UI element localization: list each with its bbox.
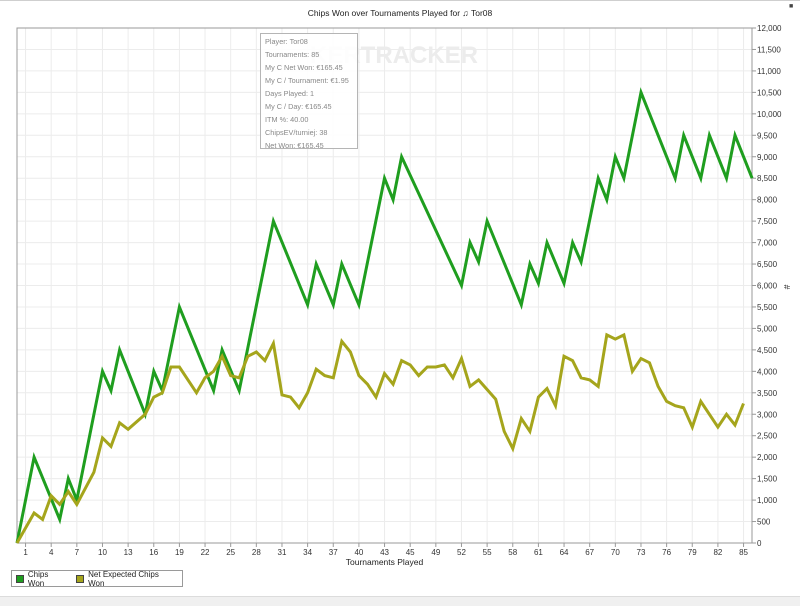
x-tick-label: 73 bbox=[637, 548, 646, 557]
y-tick-label: 1,500 bbox=[757, 475, 778, 484]
y-tick-label: 8,500 bbox=[757, 174, 778, 183]
x-tick-label: 55 bbox=[483, 548, 492, 557]
x-tick-label: 64 bbox=[560, 548, 569, 557]
x-tick-label: 85 bbox=[739, 548, 748, 557]
y-tick-label: 3,500 bbox=[757, 389, 778, 398]
tooltip-line: Days Played: 1 bbox=[265, 89, 315, 98]
window-bottom-bar bbox=[0, 596, 800, 606]
x-tick-label: 28 bbox=[252, 548, 261, 557]
chart-legend: Chips Won Net Expected Chips Won bbox=[11, 570, 183, 588]
x-tick-label: 82 bbox=[713, 548, 722, 557]
x-tick-label: 37 bbox=[329, 548, 338, 557]
x-tick-label: 76 bbox=[662, 548, 671, 557]
y-tick-label: 4,500 bbox=[757, 346, 778, 355]
y-tick-label: 4,000 bbox=[757, 367, 778, 376]
y-axis-ticks: 0 500 1,000 1,500 2,000 2,500 3,000 3,500 4,000 4… bbox=[752, 24, 782, 548]
tooltip-line: Player: Tor08 bbox=[265, 37, 308, 46]
x-tick-label: 40 bbox=[354, 548, 363, 557]
y-tick-label: 12,000 bbox=[757, 24, 782, 33]
window-corner-icon: ■ bbox=[789, 3, 794, 10]
x-tick-label: 34 bbox=[303, 548, 312, 557]
y-tick-label: 3,000 bbox=[757, 410, 778, 419]
player-stats-tooltip: Player: Tor08 Tournaments: 85 My C Net W… bbox=[260, 33, 358, 150]
y-tick-label: 9,500 bbox=[757, 131, 778, 140]
y-tick-label: 11,000 bbox=[757, 67, 781, 76]
chart-title: Chips Won over Tournaments Played for ♫ … bbox=[307, 8, 493, 18]
y-tick-label: 7,500 bbox=[757, 217, 778, 226]
x-tick-label: 10 bbox=[98, 548, 107, 557]
legend-item-chips-won[interactable]: Chips Won bbox=[16, 570, 66, 588]
x-tick-label: 61 bbox=[534, 548, 543, 557]
y-tick-label: 0 bbox=[757, 539, 762, 548]
legend-label: Net Expected Chips Won bbox=[88, 569, 159, 588]
y-tick-label: 500 bbox=[757, 518, 771, 527]
x-tick-label: 16 bbox=[149, 548, 158, 557]
tooltip-line: ChipsEV/turniej: 38 bbox=[265, 128, 328, 137]
y-tick-label: 11,500 bbox=[757, 45, 781, 54]
window-top-border bbox=[0, 0, 800, 1]
y-tick-label: 9,000 bbox=[757, 153, 778, 162]
x-tick-label: 67 bbox=[585, 548, 594, 557]
x-tick-label: 22 bbox=[201, 548, 210, 557]
tooltip-line: My C Net Won: €165.45 bbox=[265, 63, 343, 72]
legend-swatch-green bbox=[16, 574, 24, 583]
tooltip-line: My C / Tournament: €1.95 bbox=[265, 76, 349, 85]
tooltip-line: My C / Day: €165.45 bbox=[265, 102, 332, 111]
x-axis-label: Tournaments Played bbox=[346, 557, 424, 567]
legend-label: Chips Won bbox=[27, 569, 49, 588]
tooltip-line: ITM %: 40.00 bbox=[265, 115, 309, 124]
legend-swatch-olive bbox=[76, 574, 85, 583]
tooltip-line: Net Won: €165.45 bbox=[265, 141, 324, 150]
tooltip-line: Tournaments: 85 bbox=[265, 50, 320, 59]
y-tick-label: 1,000 bbox=[757, 496, 778, 505]
legend-item-net-expected[interactable]: Net Expected Chips Won bbox=[76, 570, 176, 588]
series-line-chips-won bbox=[15, 87, 754, 544]
y-tick-label: 7,000 bbox=[757, 239, 778, 248]
y-tick-label: 6,500 bbox=[757, 260, 778, 269]
x-tick-label: 19 bbox=[175, 548, 184, 557]
x-tick-label: 45 bbox=[406, 548, 415, 557]
x-tick-label: 70 bbox=[611, 548, 620, 557]
x-tick-label: 1 bbox=[23, 548, 28, 557]
y-tick-label: 10,000 bbox=[757, 110, 782, 119]
y-tick-label: 8,000 bbox=[757, 196, 778, 205]
x-tick-label: 52 bbox=[457, 548, 466, 557]
y-tick-label: 2,000 bbox=[757, 453, 778, 462]
y-tick-label: 5,500 bbox=[757, 303, 778, 312]
chart-grid bbox=[17, 27, 752, 544]
y-tick-label: 10,500 bbox=[757, 88, 782, 97]
y-axis-label: # bbox=[782, 285, 792, 290]
x-tick-label: 79 bbox=[688, 548, 697, 557]
x-tick-label: 13 bbox=[124, 548, 133, 557]
x-tick-label: 58 bbox=[508, 548, 517, 557]
y-tick-label: 5,000 bbox=[757, 324, 778, 333]
x-tick-label: 43 bbox=[380, 548, 389, 557]
x-axis-ticks: 1 4 7 10 13 16 19 22 25 28 31 34 37 40 43 45 49 52 55 58 61 6… bbox=[23, 543, 749, 557]
x-tick-label: 7 bbox=[75, 548, 80, 557]
x-tick-label: 4 bbox=[49, 548, 54, 557]
y-tick-label: 6,000 bbox=[757, 282, 778, 291]
series-lines bbox=[15, 87, 754, 544]
x-tick-label: 49 bbox=[431, 548, 440, 557]
x-tick-label: 31 bbox=[278, 548, 287, 557]
y-tick-label: 2,500 bbox=[757, 432, 778, 441]
series-line-net-expected-chips-won bbox=[15, 332, 745, 544]
x-tick-label: 25 bbox=[226, 548, 235, 557]
